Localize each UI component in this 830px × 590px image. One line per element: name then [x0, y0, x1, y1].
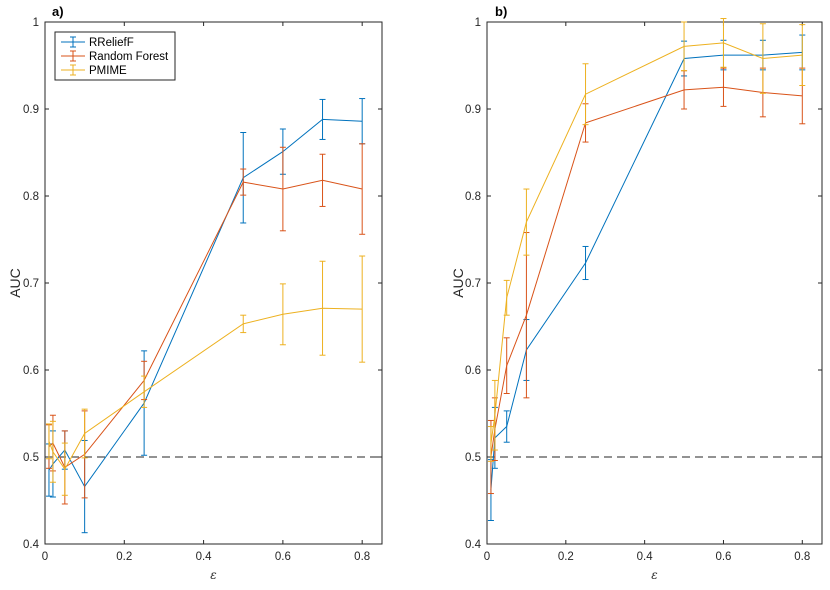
y-tick-label: 0.6 — [23, 365, 39, 377]
panel-a: 0 0.2 0.4 0.6 0.8 0.4 0.5 0.6 0.7 0.8 0.9 1 ε AUC a) RR… — [7, 4, 383, 582]
legend-label: Random Forest — [89, 51, 169, 63]
y-tick-label: 1 — [33, 17, 39, 29]
y-tick-label: 0.5 — [23, 452, 39, 464]
y-tick-label: 0.9 — [23, 104, 39, 116]
error-bar — [759, 23, 766, 94]
error-bar — [359, 143, 366, 235]
y-tick-label: 0.8 — [23, 191, 39, 203]
error-bar — [487, 426, 494, 462]
error-bar — [359, 255, 366, 363]
panel-b: 0 0.2 0.4 0.6 0.8 0.4 0.5 0.6 0.7 0.8 0.9 1 ε AUC b) — [450, 4, 823, 582]
series-rrelieff — [487, 34, 806, 522]
series-random-forest — [487, 67, 806, 495]
error-bar — [49, 420, 56, 483]
series-line — [48, 179, 363, 469]
y-tick-label: 0.8 — [465, 191, 481, 203]
series-line — [490, 42, 803, 444]
y-tick-label: 0.9 — [465, 104, 481, 116]
error-bar — [319, 260, 326, 356]
error-bar — [523, 232, 530, 399]
legend: RReliefF Random Forest PMIME — [54, 31, 176, 81]
y-tick-label: 0.5 — [465, 452, 481, 464]
error-bar — [240, 168, 247, 196]
series-line — [48, 118, 363, 488]
error-bar — [681, 21, 688, 72]
series-random-forest — [45, 143, 366, 505]
series-pmime — [45, 255, 366, 496]
legend-entry: RReliefF — [61, 36, 134, 49]
error-bar — [503, 279, 510, 316]
y-tick-label: 0.4 — [465, 539, 482, 551]
series-rrelieff — [45, 98, 366, 534]
error-bar — [45, 423, 52, 460]
x-tick-label: 0.2 — [558, 551, 574, 563]
x-tick-label: 0.8 — [794, 551, 810, 563]
series-line — [48, 307, 363, 471]
error-bar — [720, 67, 727, 107]
error-bar — [240, 314, 247, 334]
panel-label: b) — [495, 4, 507, 19]
error-bar — [491, 379, 498, 451]
error-bar — [279, 283, 286, 346]
x-axis-label: ε — [210, 568, 216, 582]
y-axis-label: AUC — [450, 268, 466, 298]
error-bar — [582, 63, 589, 126]
error-bar — [720, 18, 727, 68]
legend-label: PMIME — [89, 65, 127, 77]
x-tick-label: 0.8 — [354, 551, 370, 563]
y-tick-label: 0.7 — [465, 278, 481, 290]
legend-entry: Random Forest — [61, 50, 169, 63]
legend-entry: PMIME — [61, 64, 127, 77]
error-bar — [81, 408, 88, 459]
x-tick-label: 0.6 — [275, 551, 291, 563]
x-tick-label: 0.4 — [196, 551, 213, 563]
error-bar — [61, 442, 68, 496]
error-bar — [799, 24, 806, 87]
x-tick-label: 0 — [42, 551, 48, 563]
error-bar — [319, 98, 326, 140]
y-tick-label: 0.4 — [23, 539, 40, 551]
plot-area-frame — [44, 21, 383, 545]
x-axis-label: ε — [651, 568, 657, 582]
panel-label: a) — [52, 4, 64, 19]
x-tick-label: 0.6 — [715, 551, 731, 563]
error-bar — [319, 153, 326, 207]
error-bar — [503, 410, 510, 443]
series-line — [490, 51, 803, 491]
y-axis-label: AUC — [7, 268, 23, 298]
y-tick-label: 0.6 — [465, 365, 481, 377]
x-tick-label: 0.4 — [637, 551, 654, 563]
x-tick-label: 0 — [484, 551, 490, 563]
x-tick-label: 0.2 — [116, 551, 132, 563]
y-tick-label: 1 — [475, 17, 481, 29]
series-line — [490, 86, 803, 458]
error-bar — [523, 188, 530, 256]
error-bar — [141, 375, 148, 408]
error-bar — [582, 245, 589, 281]
legend-label: RReliefF — [89, 37, 134, 49]
error-bar — [279, 146, 286, 232]
error-bar — [503, 337, 510, 394]
y-tick-label: 0.7 — [23, 278, 39, 290]
series-pmime — [487, 18, 806, 462]
